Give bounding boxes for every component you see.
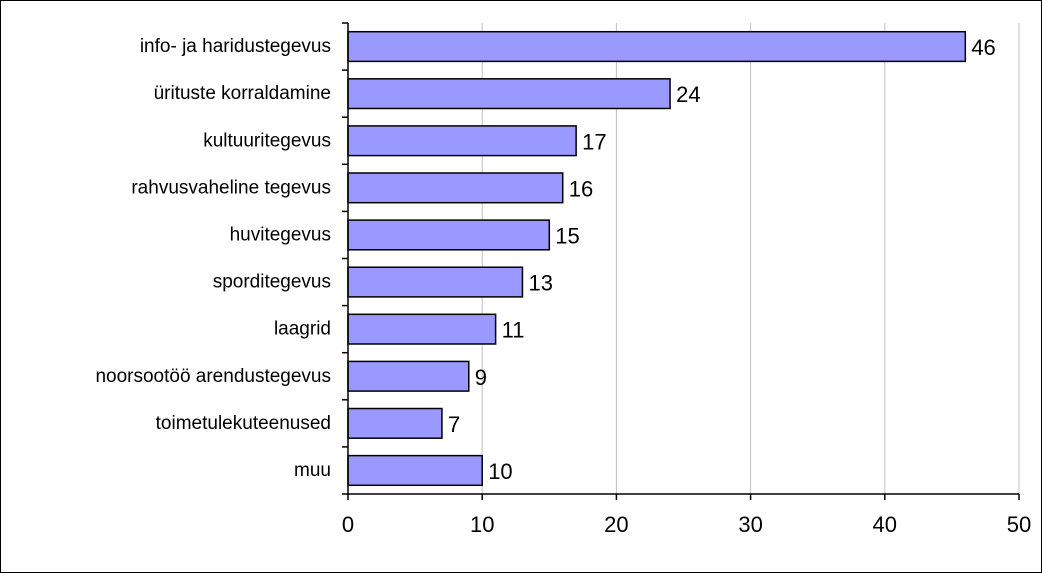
x-tick-label: 30 <box>738 512 762 537</box>
x-tick-label: 0 <box>342 512 354 537</box>
data-label: 17 <box>582 129 606 154</box>
data-label: 46 <box>971 35 995 60</box>
category-label: laagrid <box>274 319 331 340</box>
bar <box>347 172 564 204</box>
category-label: muu <box>294 460 331 481</box>
data-label: 15 <box>555 223 579 248</box>
data-label: 7 <box>448 412 460 437</box>
data-label: 9 <box>475 365 487 390</box>
category-label: info- ja haridustegevus <box>140 36 331 57</box>
bar <box>347 30 967 63</box>
category-label: kultuuritegevus <box>203 130 331 151</box>
x-tick-label: 20 <box>604 512 628 537</box>
bar <box>347 407 443 439</box>
bar <box>347 219 551 251</box>
data-label: 11 <box>502 318 525 343</box>
data-label: 24 <box>676 82 700 107</box>
category-label: ürituste korraldamine <box>154 83 331 104</box>
bar <box>347 266 524 298</box>
bar <box>347 125 577 157</box>
category-label: rahvusvaheline tegevus <box>131 177 331 198</box>
category-label: huvitegevus <box>230 224 331 245</box>
bar <box>347 454 483 487</box>
bar <box>347 360 470 392</box>
x-tick-label: 40 <box>873 512 897 537</box>
x-tick-label: 50 <box>1007 512 1031 537</box>
bar <box>347 78 671 110</box>
category-label: toimetulekuteenused <box>156 413 331 434</box>
data-label: 13 <box>528 271 552 296</box>
category-label: noorsootöö arendustegevus <box>95 366 331 387</box>
data-label: 16 <box>569 176 593 201</box>
category-label: sporditegevus <box>213 272 331 293</box>
x-tick-label: 10 <box>470 512 494 537</box>
bar <box>347 313 497 345</box>
data-label: 10 <box>488 459 512 484</box>
